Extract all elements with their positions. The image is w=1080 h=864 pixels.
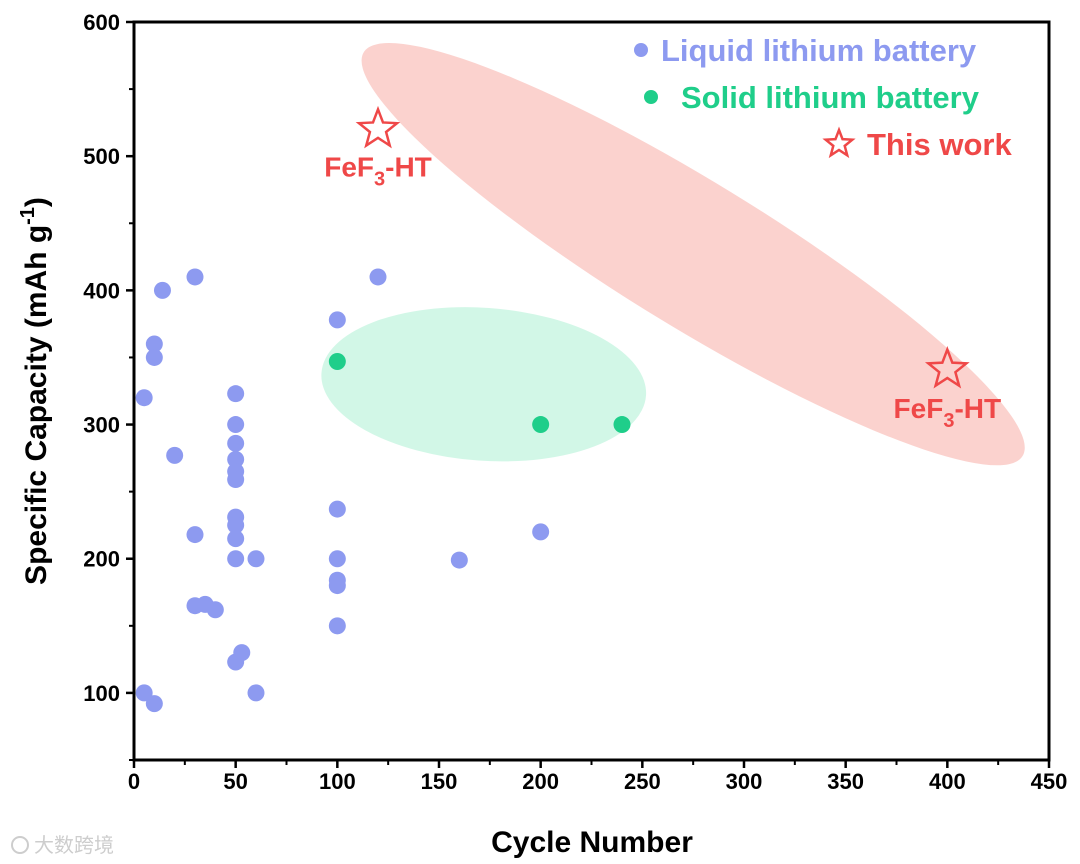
x-tick-label: 300 bbox=[726, 769, 763, 794]
x-tick-label: 350 bbox=[827, 769, 864, 794]
x-tick-label: 450 bbox=[1031, 769, 1068, 794]
data-point-liquid bbox=[227, 471, 245, 489]
x-tick-label: 250 bbox=[624, 769, 661, 794]
data-point-liquid bbox=[328, 500, 346, 518]
data-point-liquid bbox=[135, 684, 153, 702]
annotation-tail: -HT bbox=[954, 393, 1001, 424]
watermark-logo-icon bbox=[11, 836, 29, 854]
y-tick-label: 100 bbox=[83, 681, 120, 706]
data-points bbox=[135, 105, 970, 713]
legend-label-solid: Solid lithium battery bbox=[681, 80, 980, 115]
data-point-liquid bbox=[166, 446, 184, 464]
data-point-liquid bbox=[369, 268, 387, 286]
data-point-liquid bbox=[328, 311, 346, 329]
data-point-solid bbox=[532, 416, 550, 434]
data-point-liquid bbox=[145, 335, 163, 353]
data-point-liquid bbox=[532, 523, 550, 541]
data-point-liquid bbox=[153, 281, 171, 299]
legend-marker-this-work bbox=[822, 126, 856, 159]
data-point-liquid bbox=[145, 348, 163, 366]
data-point-liquid bbox=[247, 684, 265, 702]
data-point-this-work bbox=[924, 346, 970, 389]
legend-marker-liquid bbox=[634, 43, 648, 57]
x-tick-label: 150 bbox=[421, 769, 458, 794]
data-point-liquid bbox=[233, 644, 251, 662]
x-tick-label: 0 bbox=[128, 769, 140, 794]
watermark-text: 大数跨境 bbox=[34, 833, 114, 857]
data-point-liquid bbox=[328, 550, 346, 568]
data-point-liquid bbox=[227, 450, 245, 468]
watermark: 大数跨境 bbox=[11, 833, 114, 857]
solid-region bbox=[321, 307, 647, 462]
legend-label-this-work: This work bbox=[867, 127, 1012, 162]
data-point-liquid bbox=[186, 268, 204, 286]
y-tick-label: 400 bbox=[83, 278, 120, 303]
y-tick-label: 200 bbox=[83, 547, 120, 572]
annotation-subscript: 3 bbox=[374, 168, 385, 190]
x-tick-label: 400 bbox=[929, 769, 966, 794]
legend: Liquid lithium battery Solid lithium bat… bbox=[634, 33, 1012, 162]
data-point-liquid bbox=[186, 526, 204, 544]
data-point-liquid bbox=[227, 550, 245, 568]
data-point-liquid bbox=[227, 416, 245, 434]
this-work-region bbox=[361, 42, 1025, 466]
annotation-label: FeF3-HT bbox=[324, 151, 432, 190]
legend-marker-solid bbox=[644, 90, 658, 104]
annotation-tail: -HT bbox=[385, 151, 432, 182]
data-point-liquid bbox=[328, 617, 346, 635]
data-point-liquid bbox=[450, 551, 468, 569]
y-tick-label: 500 bbox=[83, 144, 120, 169]
highlight-regions bbox=[321, 42, 1025, 466]
data-point-liquid bbox=[328, 577, 346, 595]
data-point-liquid bbox=[145, 695, 163, 713]
annotation-main: FeF bbox=[894, 393, 944, 424]
data-point-this-work bbox=[355, 105, 401, 149]
y-tick-label: 600 bbox=[83, 10, 120, 35]
data-point-liquid bbox=[227, 530, 245, 548]
x-axis-title: Cycle Number bbox=[491, 826, 693, 859]
annotation-main: FeF bbox=[324, 151, 374, 182]
x-tick-label: 100 bbox=[319, 769, 356, 794]
data-point-liquid bbox=[135, 389, 153, 407]
data-point-liquid bbox=[227, 516, 245, 534]
y-axis-title: Specific Capacity (mAh g-1) bbox=[17, 197, 53, 585]
data-point-liquid bbox=[247, 550, 265, 568]
annotation-label: FeF3-HT bbox=[894, 393, 1002, 432]
x-tick-label: 50 bbox=[223, 769, 247, 794]
y-tick-label: 300 bbox=[83, 413, 120, 438]
annotation-subscript: 3 bbox=[943, 410, 954, 432]
data-point-liquid bbox=[206, 601, 224, 619]
data-point-liquid bbox=[227, 385, 245, 403]
data-point-liquid bbox=[227, 434, 245, 452]
legend-label-liquid: Liquid lithium battery bbox=[661, 33, 977, 68]
tick-marks: 0 50 100 150 200 250 300 350 400 450 100 200 300 400 5… bbox=[83, 10, 1067, 794]
data-point-solid bbox=[613, 416, 631, 434]
data-point-solid bbox=[328, 352, 346, 370]
x-tick-label: 200 bbox=[522, 769, 559, 794]
